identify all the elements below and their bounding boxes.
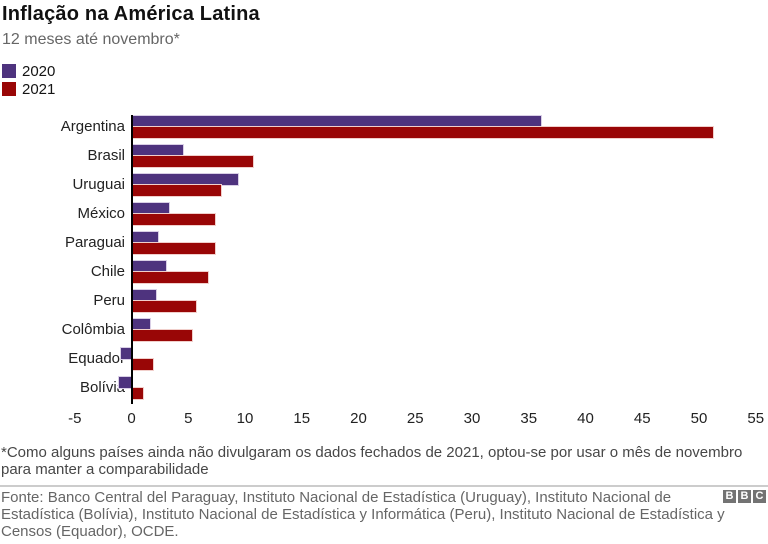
category-label-peru: Peru	[93, 292, 125, 309]
bar-peru-2021	[131, 301, 197, 312]
chart-footnote: *Como alguns países ainda não divulgaram…	[1, 444, 743, 478]
zero-axis-line	[130, 115, 133, 404]
bar-equador-2020	[121, 348, 132, 359]
bar-uruguai-2021	[131, 185, 222, 196]
legend-label-2020: 2020	[22, 62, 56, 80]
category-label-brasil: Brasil	[87, 147, 125, 164]
bar-chart: Argentina Brasil Uruguai México Paraguai Chil…	[0, 115, 768, 435]
bar-méxico-2020	[131, 203, 169, 214]
bar-colômbia-2020	[131, 319, 150, 330]
bar-paraguai-2020	[131, 232, 158, 243]
x-tick-label: 0	[127, 410, 136, 427]
bar-chile-2020	[131, 261, 166, 272]
x-tick-label: 15	[293, 410, 311, 427]
bbc-logo-block: B	[723, 490, 736, 503]
category-label-chile: Chile	[90, 263, 125, 280]
bar-brasil-2021	[131, 156, 253, 167]
legend-swatch-2020	[2, 64, 16, 78]
bar-equador-2021	[131, 359, 154, 370]
source-text: Fonte: Banco Central del Paraguay, Insti…	[1, 489, 725, 540]
x-tick-label: 10	[236, 410, 254, 427]
x-tick-label: 55	[747, 410, 765, 427]
legend-item-2020: 2020	[2, 62, 55, 80]
category-label-equador: Equador	[68, 350, 125, 367]
bar-bolívia-2021	[131, 388, 143, 399]
bar-chile-2021	[131, 272, 208, 283]
divider-line	[0, 485, 768, 487]
bbc-logo-block: B	[738, 490, 751, 503]
x-tick-label: 35	[520, 410, 538, 427]
bar-bolívia-2020	[119, 377, 132, 388]
bar-paraguai-2021	[131, 243, 216, 254]
legend-label-2021: 2021	[22, 80, 56, 98]
legend-swatch-2021	[2, 82, 16, 96]
category-label-paraguai: Paraguai	[64, 234, 125, 251]
source-row: Fonte: Banco Central del Paraguay, Insti…	[1, 489, 768, 540]
bar-colômbia-2021	[131, 330, 192, 341]
x-tick-label: 50	[690, 410, 708, 427]
chart-title: Inflação na América Latina	[2, 3, 260, 25]
bar-brasil-2020	[131, 145, 183, 156]
category-label-colômbia: Colômbia	[61, 321, 125, 338]
legend-item-2021: 2021	[2, 80, 55, 98]
category-label-bolívia: Bolívia	[79, 379, 125, 396]
category-label-uruguai: Uruguai	[72, 176, 125, 193]
chart-subtitle: 12 meses até novembro*	[2, 31, 180, 48]
x-tick-label: 45	[633, 410, 651, 427]
bar-uruguai-2020	[131, 174, 239, 185]
chart-legend: 2020 2021	[2, 62, 55, 98]
x-tick-label: 40	[577, 410, 594, 427]
x-tick-label: 30	[463, 410, 481, 427]
x-tick-label: -5	[68, 410, 82, 427]
bbc-logo-block: C	[753, 490, 766, 503]
x-tick-label: 20	[350, 410, 367, 427]
category-label-argentina: Argentina	[60, 118, 125, 135]
bar-argentina-2020	[131, 116, 542, 127]
bar-peru-2020	[131, 290, 157, 301]
bar-argentina-2021	[131, 127, 713, 138]
x-tick-label: 25	[406, 410, 424, 427]
x-tick-label: 5	[184, 410, 193, 427]
category-label-méxico: México	[77, 205, 125, 222]
bar-méxico-2021	[131, 214, 216, 225]
